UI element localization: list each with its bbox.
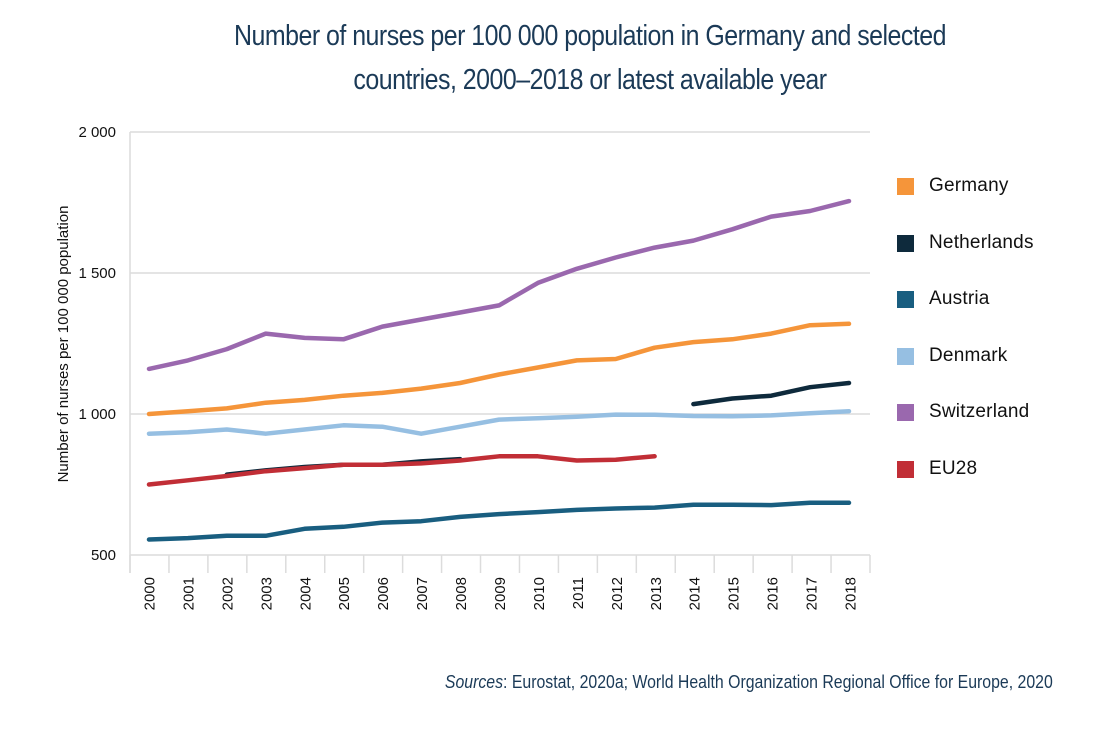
sources-label: Sources — [445, 672, 504, 692]
legend-label: Netherlands — [929, 231, 1034, 253]
x-tick-label: 2016 — [765, 577, 782, 610]
series-lines — [146, 198, 852, 542]
y-tick-label: 1 000 — [78, 406, 116, 423]
x-tick-label: 2009 — [492, 577, 509, 610]
x-tick-label: 2006 — [375, 577, 392, 610]
legend-label: Switzerland — [929, 401, 1030, 422]
sources-text: : Eurostat, 2020a; World Health Organiza… — [503, 672, 1054, 692]
x-tick-label: 2010 — [531, 577, 548, 610]
x-axis: 2000 2001 2002 2003 2004 2005 2006 2007 2008 2009… — [129, 555, 871, 610]
x-tick-label: 2004 — [297, 577, 314, 610]
x-tick-label: 2000 — [141, 577, 158, 610]
legend-swatch — [897, 178, 914, 195]
x-tick-label: 2008 — [453, 577, 470, 610]
legend-item-eu28: EU28 — [897, 458, 1034, 515]
legend-item-netherlands: Netherlands — [897, 232, 1034, 289]
legend-label: Germany — [929, 175, 1009, 196]
y-axis: 500 1 000 1 500 2 000 — [78, 124, 131, 573]
legend-swatch — [897, 291, 914, 308]
legend-item-switzerland: Switzerland — [897, 401, 1034, 458]
x-tick-label: 2014 — [687, 577, 704, 610]
y-tick-label: 500 — [91, 547, 116, 564]
x-tick-label: 2003 — [258, 577, 275, 610]
legend-label: EU28 — [929, 457, 978, 479]
y-tick-label: 1 500 — [78, 265, 116, 282]
series-line-switzerland — [146, 198, 852, 372]
legend-item-germany: Germany — [897, 175, 1034, 232]
legend-label: Denmark — [929, 344, 1008, 366]
series-line-eu28 — [146, 454, 657, 487]
x-tick-label: 2007 — [414, 577, 431, 610]
chart-title: Number of nurses per 100 000 population … — [83, 14, 1098, 102]
legend-item-denmark: Denmark — [897, 345, 1034, 402]
x-tick-label: 2011 — [570, 577, 587, 609]
legend-swatch — [897, 234, 914, 252]
legend-label: Austria — [929, 288, 990, 309]
series-line-austria — [146, 500, 852, 542]
x-tick-label: 2015 — [726, 577, 743, 610]
x-tick-label: 2013 — [648, 577, 665, 610]
x-tick-label: 2002 — [219, 577, 236, 610]
legend-swatch — [897, 347, 914, 365]
x-tick-label: 2012 — [609, 577, 626, 610]
x-tick-label: 2017 — [804, 577, 821, 610]
sources-note: Sources: Eurostat, 2020a; World Health O… — [445, 672, 1053, 693]
chart-title-line-1: Number of nurses per 100 000 population … — [234, 20, 947, 52]
x-tick-label: 2018 — [843, 577, 860, 610]
chart-title-line-2: countries, 2000–2018 or latest available… — [353, 64, 827, 96]
series-line-netherlands — [691, 380, 852, 407]
y-tick-label: 2 000 — [78, 124, 116, 141]
legend-item-austria: Austria — [897, 288, 1034, 345]
series-line-denmark — [146, 408, 852, 436]
series-line-germany — [146, 321, 852, 417]
legend-swatch — [897, 460, 914, 478]
y-axis-label: Number of nurses per 100 000 population — [55, 206, 72, 483]
x-tick-label: 2001 — [180, 577, 197, 610]
legend: Germany Netherlands Austria Denmark Switzerl… — [897, 175, 1034, 514]
x-tick-label: 2005 — [336, 577, 353, 610]
legend-swatch — [897, 404, 914, 421]
